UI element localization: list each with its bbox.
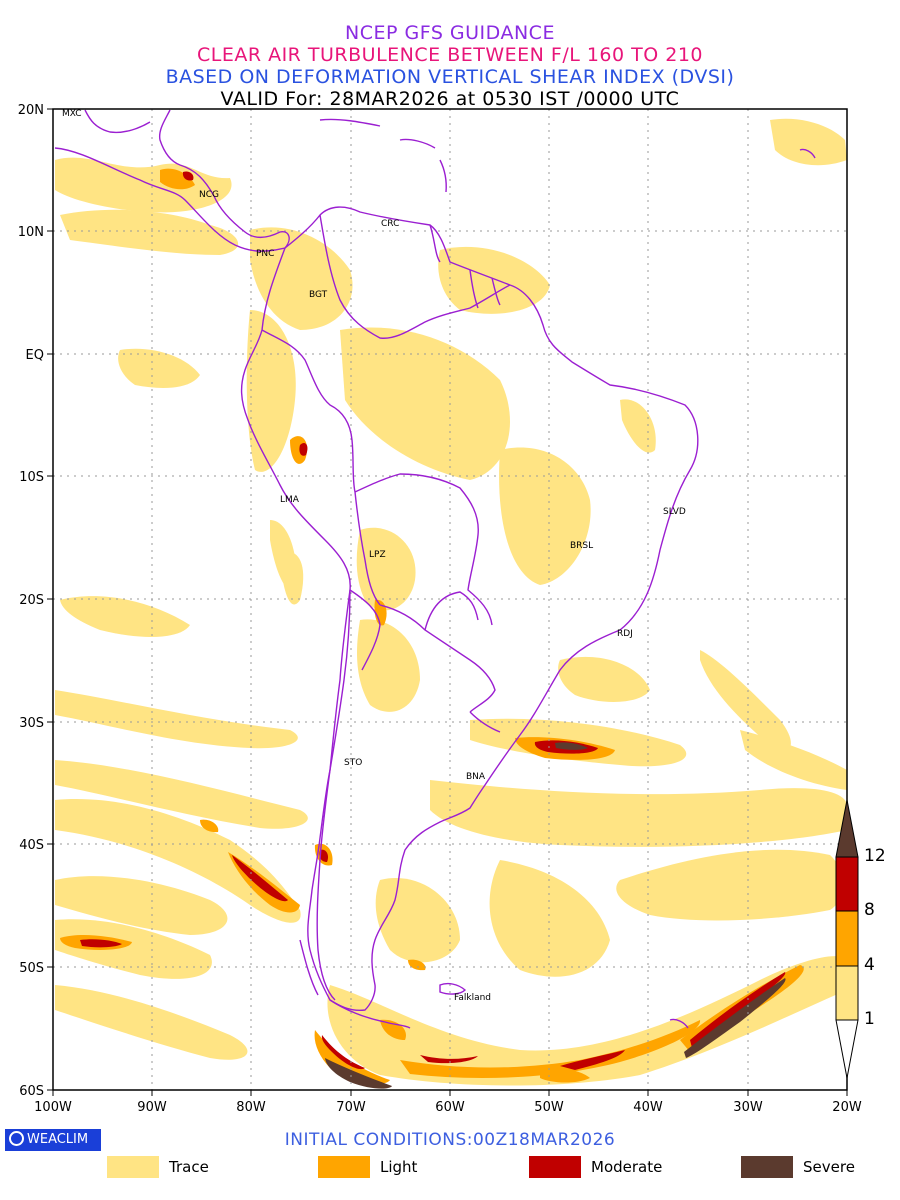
colorbar-label-12: 12 [864, 846, 886, 866]
legend-label-severe: Severe [803, 1158, 855, 1176]
city-lpz: LPZ [369, 550, 386, 560]
lon-label-70w: 70W [336, 1100, 366, 1115]
initial-conditions: INITIAL CONDITIONS:00Z18MAR2026 [284, 1130, 616, 1150]
brand-name: WEACLIM [27, 1132, 89, 1147]
lat-label-50s: 50S [19, 961, 44, 976]
city-pnc: PNC [256, 249, 274, 259]
lon-label-20w: 20W [832, 1100, 862, 1115]
lat-label-10s: 10S [19, 470, 44, 485]
lon-label-30w: 30W [733, 1100, 763, 1115]
globe-icon [9, 1131, 24, 1146]
lat-label-10n: 10N [18, 225, 44, 240]
city-bgt: BGT [309, 290, 328, 300]
lon-label-50w: 50W [534, 1100, 564, 1115]
title-line-3: BASED ON DEFORMATION VERTICAL SHEAR INDE… [165, 66, 735, 88]
legend-swatch-severe [741, 1156, 793, 1178]
axis-ticks [47, 108, 848, 1096]
legend-label-light: Light [380, 1158, 418, 1176]
city-mxc: MXC [62, 109, 82, 119]
city-sto: STO [344, 758, 362, 768]
city-slvd: SLVD [663, 507, 686, 517]
lat-label-20n: 20N [18, 103, 44, 118]
severe-areas [325, 742, 786, 1089]
city-brsl: BRSL [570, 541, 593, 551]
lat-label-60s: 60S [19, 1084, 44, 1099]
city-crc: CRC [381, 219, 399, 229]
colorbar-trace [835, 965, 859, 1021]
lat-label-eq: EQ [26, 348, 44, 363]
city-lma: LMA [280, 495, 300, 505]
colorbar-light [835, 910, 859, 967]
moderate-areas [80, 171, 786, 1070]
city-falkland: Falkland [454, 993, 491, 1003]
colorbar-label-8: 8 [864, 900, 875, 920]
lon-label-80w: 80W [236, 1100, 266, 1115]
city-rdj: RDJ [617, 629, 633, 639]
colorbar-none [835, 1019, 859, 1079]
graticule [53, 109, 847, 1090]
colorbar-label-1: 1 [864, 1009, 875, 1029]
colorbar-moderate [835, 856, 859, 912]
title-line-1: NCEP GFS GUIDANCE [345, 22, 555, 44]
legend-swatch-moderate [529, 1156, 581, 1178]
colorbar [835, 799, 859, 1079]
lat-label-40s: 40S [19, 838, 44, 853]
city-bna: BNA [466, 772, 486, 782]
legend-swatch-trace [107, 1156, 159, 1178]
legend-label-trace: Trace [169, 1158, 209, 1176]
legend-label-moderate: Moderate [591, 1158, 663, 1176]
city-ncg: NCG [199, 190, 219, 200]
colorbar-label-4: 4 [864, 955, 875, 975]
lon-label-100w: 100W [34, 1100, 72, 1115]
lon-label-90w: 90W [137, 1100, 167, 1115]
lon-label-60w: 60W [435, 1100, 465, 1115]
valid-time: VALID For: 28MAR2026 at 0530 IST /0000 U… [220, 88, 680, 110]
lat-label-20s: 20S [19, 593, 44, 608]
coastlines [54, 109, 816, 1029]
brand-logo[interactable]: WEACLIM [5, 1129, 101, 1151]
lon-label-40w: 40W [633, 1100, 663, 1115]
legend-swatch-light [318, 1156, 370, 1178]
lat-label-30s: 30S [19, 716, 44, 731]
title-line-2: CLEAR AIR TURBULENCE BETWEEN F/L 160 TO … [196, 44, 704, 66]
